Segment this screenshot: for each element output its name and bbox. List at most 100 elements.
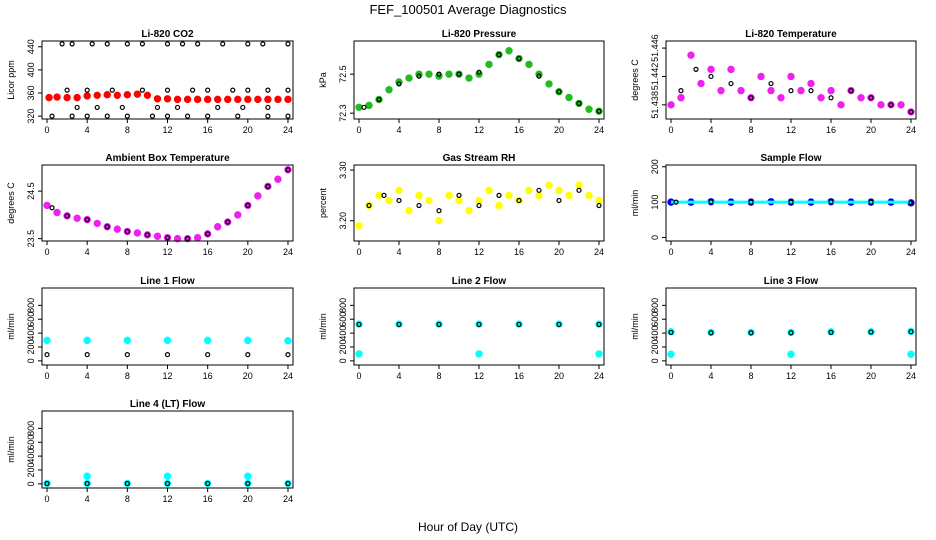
x-tick-label: 16 — [826, 247, 836, 257]
hourly-point — [748, 330, 754, 336]
x-tick-label: 12 — [786, 371, 796, 381]
hourly-point — [164, 41, 171, 47]
hourly-point — [536, 73, 542, 79]
data-point — [445, 191, 453, 200]
data-point — [385, 86, 393, 94]
hourly-point — [84, 480, 90, 487]
panel-1: Li-820 Pressure kPa 0 4 8 12 16 20 24 72.3 72.5 — [318, 29, 605, 135]
hourly-point — [109, 87, 115, 93]
data-point — [535, 191, 543, 200]
data-point — [244, 336, 252, 345]
x-tick-label: 4 — [396, 125, 401, 135]
y-tick-label: 200 — [26, 339, 36, 354]
x-tick-label: 24 — [594, 125, 604, 135]
x-tick-label: 12 — [162, 371, 172, 381]
data-point — [405, 206, 413, 215]
data-point — [203, 336, 212, 345]
x-tick-label: 4 — [708, 371, 713, 381]
data-point — [113, 225, 122, 233]
hourly-point — [104, 224, 110, 230]
data-point — [797, 86, 805, 95]
y-axis-label: ml/min — [318, 313, 328, 340]
hourly-point — [124, 480, 130, 487]
hourly-point — [748, 199, 754, 205]
data-point — [203, 95, 212, 104]
hourly-point — [49, 113, 55, 119]
x-tick-label: 4 — [708, 125, 713, 135]
hourly-point — [124, 41, 130, 47]
hourly-point — [708, 73, 714, 80]
data-point — [183, 95, 192, 104]
hourly-point — [265, 183, 271, 189]
hourly-point — [205, 480, 211, 487]
data-point — [234, 211, 242, 219]
figure-x-axis-label: Hour of Day (UTC) — [418, 520, 518, 534]
hourly-point — [848, 88, 854, 94]
hourly-point — [596, 202, 602, 209]
x-tick-label: 20 — [866, 371, 876, 381]
data-point — [214, 223, 222, 231]
hourly-point — [245, 87, 251, 93]
hourly-point — [164, 87, 171, 93]
hourly-point — [396, 81, 402, 87]
hourly-point — [59, 41, 65, 47]
data-point — [667, 350, 675, 358]
x-tick-label: 24 — [594, 247, 604, 257]
x-tick-label: 24 — [594, 371, 604, 381]
hourly-point — [668, 329, 674, 335]
data-point — [787, 72, 795, 81]
data-point — [717, 86, 725, 95]
x-tick-label: 20 — [554, 125, 564, 135]
x-tick-label: 4 — [85, 494, 90, 504]
x-tick-label: 20 — [866, 125, 876, 135]
data-point — [495, 201, 503, 210]
hourly-point — [516, 55, 522, 62]
data-point — [575, 181, 583, 189]
hourly-point — [265, 87, 271, 93]
data-point — [395, 186, 403, 195]
data-point — [123, 91, 132, 99]
data-point — [595, 350, 603, 358]
data-point — [455, 196, 463, 205]
data-point — [244, 472, 252, 480]
hourly-point — [808, 88, 814, 94]
hourly-point — [381, 192, 387, 198]
data-point — [415, 191, 423, 200]
data-point — [53, 208, 61, 217]
hourly-point — [235, 113, 241, 119]
hourly-point — [205, 113, 211, 119]
y-axis-label: degrees C — [630, 59, 640, 101]
x-tick-label: 12 — [474, 125, 484, 135]
hourly-point — [74, 104, 80, 111]
hourly-point — [285, 113, 291, 119]
hourly-point — [205, 231, 211, 237]
data-point — [173, 234, 182, 243]
x-tick-label: 20 — [243, 247, 253, 257]
hourly-point — [179, 41, 186, 47]
hourly-point — [84, 217, 90, 223]
data-point — [817, 94, 825, 102]
x-tick-label: 16 — [203, 371, 213, 381]
x-tick-label: 12 — [162, 125, 172, 135]
panel-4: Gas Stream RH percent 0 4 8 12 16 20 24 3.20 3.30 — [318, 153, 605, 257]
y-tick-label: 0 — [650, 235, 660, 240]
hourly-point — [476, 69, 482, 75]
plot-frame — [41, 287, 294, 366]
x-tick-label: 12 — [162, 494, 172, 504]
panel-title: Line 2 Flow — [452, 276, 507, 287]
data-point — [254, 95, 262, 104]
x-tick-label: 4 — [85, 371, 90, 381]
x-tick-label: 12 — [162, 247, 172, 257]
data-point — [284, 95, 292, 104]
x-tick-label: 4 — [708, 247, 713, 257]
data-point — [505, 47, 513, 55]
hourly-point — [361, 104, 367, 110]
panel-2: Li-820 Temperature degrees C 0 4 8 12 16 20 24 51… — [630, 29, 917, 135]
y-tick-label: 51.442 — [650, 63, 660, 91]
y-tick-label: 51.446 — [650, 34, 660, 62]
hourly-point — [673, 199, 679, 205]
y-tick-label: 800 — [26, 421, 36, 436]
x-tick-label: 24 — [906, 247, 916, 257]
hourly-point — [828, 95, 834, 101]
